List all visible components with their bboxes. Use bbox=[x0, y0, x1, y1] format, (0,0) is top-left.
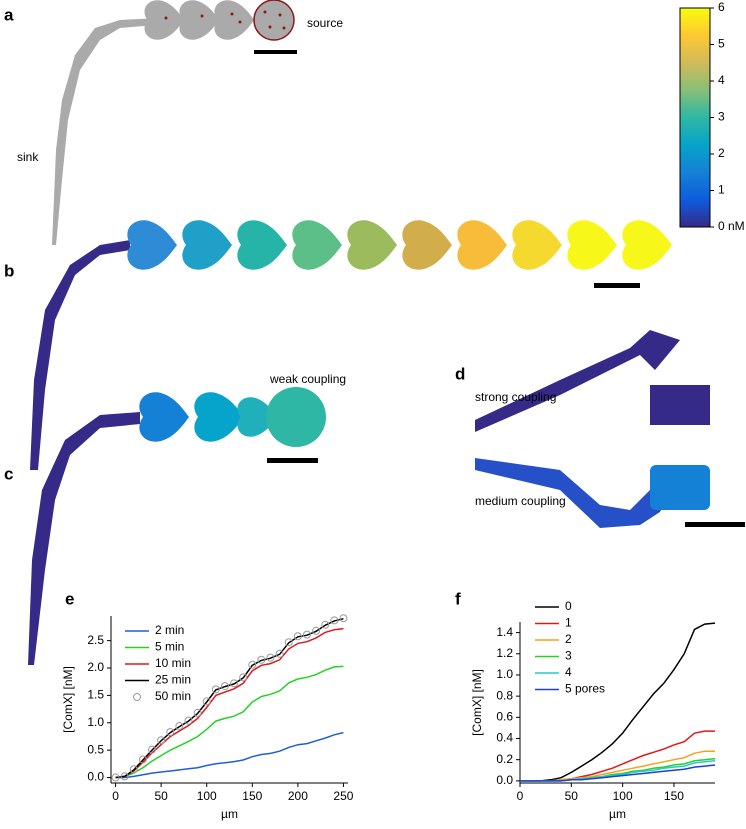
data-point bbox=[266, 653, 275, 662]
x-tick-label: 200 bbox=[288, 789, 308, 803]
legend-label: 2 bbox=[565, 632, 572, 646]
y-axis-label: [ComX] [nM] bbox=[61, 666, 75, 733]
x-tick-label: 100 bbox=[197, 789, 217, 803]
data-line bbox=[115, 731, 344, 779]
x-tick-label: 50 bbox=[565, 789, 579, 803]
x-axis-label: µm bbox=[609, 807, 626, 821]
panel-a-shapes bbox=[52, 0, 297, 245]
x-tick-label: 150 bbox=[664, 789, 684, 803]
data-point bbox=[166, 728, 175, 737]
data-point bbox=[157, 736, 166, 745]
legend-label: 10 min bbox=[155, 656, 191, 670]
annotation: strong coupling bbox=[475, 390, 556, 404]
annotation: weak coupling bbox=[269, 372, 346, 386]
y-tick-label: 1.0 bbox=[496, 667, 513, 681]
data-point bbox=[339, 614, 348, 623]
data-point bbox=[175, 722, 184, 731]
panel-label: b bbox=[4, 261, 14, 280]
legend-label: 3 bbox=[565, 649, 572, 663]
x-axis-label: µm bbox=[221, 807, 238, 821]
data-point bbox=[230, 679, 239, 688]
y-tick-label: 4 bbox=[718, 73, 725, 87]
panel-d-shapes bbox=[475, 330, 745, 528]
data-point bbox=[257, 655, 266, 664]
y-tick-label: 0 nM bbox=[718, 219, 745, 233]
annotation: sink bbox=[17, 150, 39, 164]
x-tick-label: 0 bbox=[112, 789, 119, 803]
y-tick-label: 0.6 bbox=[496, 710, 513, 724]
y-tick-label: 1.5 bbox=[87, 688, 104, 702]
data-point bbox=[220, 682, 229, 691]
data-point bbox=[120, 772, 129, 781]
legend-label: 5 pores bbox=[565, 682, 605, 696]
y-tick-label: 1.0 bbox=[87, 715, 104, 729]
panel-label: a bbox=[4, 5, 14, 24]
legend-label: 2 min bbox=[155, 623, 184, 637]
y-tick-label: 0.2 bbox=[496, 752, 513, 766]
y-tick-label: 0.0 bbox=[87, 770, 104, 784]
data-point bbox=[293, 632, 302, 641]
y-tick-label: 3 bbox=[718, 110, 725, 124]
y-tick-label: 2 bbox=[718, 146, 725, 160]
data-point bbox=[312, 626, 321, 635]
data-point bbox=[184, 716, 193, 725]
panel-b-shapes bbox=[30, 220, 672, 470]
legend-marker bbox=[133, 693, 141, 701]
legend-label: 0 bbox=[565, 599, 572, 613]
y-tick-label: 0.4 bbox=[496, 731, 513, 745]
data-line bbox=[520, 757, 716, 782]
data-point bbox=[330, 616, 339, 625]
data-point bbox=[148, 745, 157, 754]
x-tick-label: 0 bbox=[517, 789, 524, 803]
panel-c-shapes bbox=[28, 387, 326, 665]
y-tick-label: 2.5 bbox=[87, 633, 104, 647]
panel-label: e bbox=[65, 589, 74, 608]
y-tick-label: 2.0 bbox=[87, 660, 104, 674]
x-tick-label: 250 bbox=[333, 789, 353, 803]
x-tick-label: 150 bbox=[242, 789, 262, 803]
y-tick-label: 1 bbox=[718, 183, 725, 197]
legend-label: 5 min bbox=[155, 640, 184, 654]
panel-label: d bbox=[455, 364, 465, 383]
data-point bbox=[211, 685, 220, 694]
data-point bbox=[111, 773, 120, 782]
data-line bbox=[520, 764, 716, 782]
y-tick-label: 5 bbox=[718, 37, 725, 51]
data-point bbox=[275, 649, 284, 658]
y-tick-label: 1.2 bbox=[496, 646, 513, 660]
data-line bbox=[115, 665, 344, 779]
data-line bbox=[520, 622, 716, 782]
legend-label: 50 min bbox=[155, 689, 191, 703]
data-point bbox=[239, 673, 248, 682]
panel-label: c bbox=[4, 464, 13, 483]
y-tick-label: 0.0 bbox=[496, 773, 513, 787]
data-point bbox=[193, 708, 202, 717]
data-line bbox=[115, 617, 344, 779]
y-axis-label: [ComX] [nM] bbox=[470, 669, 484, 736]
data-line bbox=[115, 627, 344, 779]
data-point bbox=[302, 630, 311, 639]
data-point bbox=[202, 697, 211, 706]
y-tick-label: 0.8 bbox=[496, 688, 513, 702]
y-tick-label: 6 bbox=[718, 0, 725, 14]
data-point bbox=[284, 638, 293, 647]
annotation: source bbox=[307, 16, 343, 30]
x-tick-label: 50 bbox=[154, 789, 168, 803]
panel-label: f bbox=[455, 589, 461, 608]
y-tick-label: 0.5 bbox=[87, 742, 104, 756]
data-point bbox=[129, 765, 138, 774]
legend-label: 1 bbox=[565, 616, 572, 630]
legend-label: 25 min bbox=[155, 673, 191, 687]
legend-label: 4 bbox=[565, 665, 572, 679]
y-tick-label: 1.4 bbox=[496, 625, 513, 639]
data-point bbox=[138, 755, 147, 764]
x-tick-label: 100 bbox=[613, 789, 633, 803]
colorbar bbox=[679, 7, 711, 228]
data-point bbox=[248, 660, 257, 669]
data-point bbox=[321, 620, 330, 629]
annotation: medium coupling bbox=[475, 494, 566, 508]
panel-labels: a b c d e f source sink weak coupling st… bbox=[4, 5, 566, 608]
